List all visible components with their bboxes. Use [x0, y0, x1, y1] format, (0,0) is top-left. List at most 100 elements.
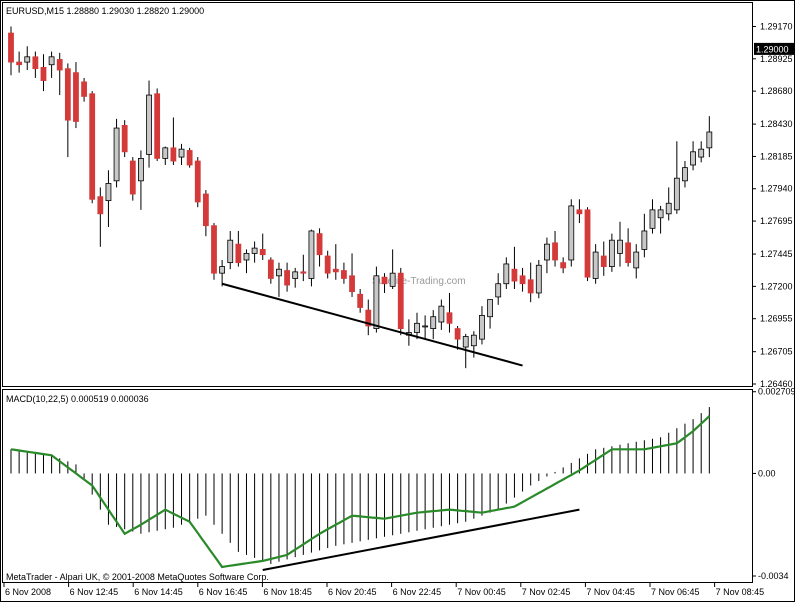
candle	[552, 230, 558, 267]
candle	[349, 253, 355, 297]
candle-body	[332, 268, 339, 273]
current-price-label: 1.29000	[756, 44, 789, 54]
price-tick-label: 1.27695	[760, 216, 793, 226]
candle-body	[544, 243, 550, 261]
current-price-marker: 1.29000	[754, 42, 794, 55]
candle-body	[527, 279, 534, 294]
watermark: Surefire-Trading.com	[372, 276, 466, 287]
price-tick-label: 1.28925	[760, 54, 793, 64]
candle	[487, 299, 493, 329]
candle-body	[235, 243, 242, 264]
candle	[698, 141, 705, 163]
candle-body	[16, 61, 23, 66]
candle	[227, 230, 234, 270]
candle-body	[300, 271, 307, 274]
candle	[64, 63, 71, 158]
candle-body	[186, 150, 193, 166]
candle	[373, 266, 380, 333]
candle	[665, 187, 672, 221]
candle-body	[552, 242, 558, 261]
candle-body	[706, 131, 713, 149]
candle-body	[608, 239, 615, 267]
price-panel-frame	[2, 2, 753, 387]
candle-body	[600, 255, 607, 267]
candle	[503, 257, 510, 290]
candle-body	[154, 93, 161, 159]
candle	[706, 116, 713, 158]
candle-body	[219, 266, 226, 274]
candle	[430, 310, 437, 340]
candle-body	[292, 271, 299, 279]
candle	[527, 262, 534, 303]
macd-tick-label: -0.0034	[758, 571, 789, 581]
candle-body	[665, 202, 672, 215]
candle-body	[495, 283, 502, 298]
candle	[479, 306, 485, 345]
candle	[357, 289, 364, 313]
candle-body	[113, 127, 120, 182]
candle-body	[389, 272, 396, 287]
candle-body	[682, 167, 688, 182]
candle	[657, 205, 664, 234]
candle	[592, 244, 599, 284]
candle	[341, 262, 347, 284]
macd-panel-frame	[2, 389, 753, 583]
candle	[300, 254, 307, 282]
candle-body	[316, 233, 323, 256]
candle	[316, 228, 323, 267]
candle	[633, 244, 640, 279]
candle-body	[511, 268, 518, 282]
candle	[219, 259, 226, 287]
candle-body	[211, 225, 217, 274]
candle-body	[617, 239, 623, 254]
candle-body	[576, 209, 583, 215]
candle-body	[8, 32, 14, 63]
candle	[332, 244, 339, 280]
candle	[519, 267, 526, 292]
candle-body	[535, 264, 542, 294]
price-trendline	[221, 282, 523, 367]
candle-body	[698, 148, 705, 158]
candle-body	[324, 255, 331, 274]
candle	[600, 241, 607, 276]
candle	[511, 246, 518, 290]
time-tick-label: 6 Nov 14:45	[134, 587, 183, 597]
candle	[24, 46, 31, 71]
candle-body	[276, 268, 282, 277]
macd-header: MACD(10,22,5) 0.000519 0.000036	[6, 394, 149, 404]
candle-body	[503, 263, 510, 285]
time-tick-label: 7 Nov 04:45	[586, 587, 635, 597]
candle-body	[73, 72, 79, 122]
candle-body	[121, 125, 128, 153]
candle	[422, 315, 429, 340]
candle	[186, 147, 193, 168]
candle	[690, 141, 696, 171]
candle	[40, 54, 47, 92]
candle	[170, 117, 177, 165]
candle-body	[24, 56, 31, 63]
candle	[56, 52, 63, 96]
candle	[202, 190, 209, 237]
candle-body	[97, 196, 104, 215]
candle	[138, 150, 144, 210]
candle	[576, 199, 583, 224]
candle-body	[673, 177, 680, 211]
candle-body	[308, 230, 315, 279]
candle	[641, 213, 648, 258]
candle	[584, 207, 591, 282]
candle	[608, 233, 615, 272]
time-tick-label: 6 Nov 12:45	[70, 587, 119, 597]
candle-body	[89, 93, 96, 200]
candle-body	[462, 336, 469, 348]
candle-body	[422, 325, 429, 328]
candle	[535, 259, 542, 299]
copyright-text: MetaTrader - Alpari UK, © 2001-2008 Meta…	[6, 572, 269, 582]
candle	[194, 157, 201, 208]
time-tick-label: 7 Nov 08:45	[716, 587, 765, 597]
candle	[146, 80, 152, 168]
macd-tick-label: 0.002709	[758, 387, 795, 397]
candle	[73, 62, 79, 129]
candle	[105, 170, 112, 228]
candle-body	[430, 316, 437, 329]
price-tick-label: 1.29170	[760, 21, 793, 31]
